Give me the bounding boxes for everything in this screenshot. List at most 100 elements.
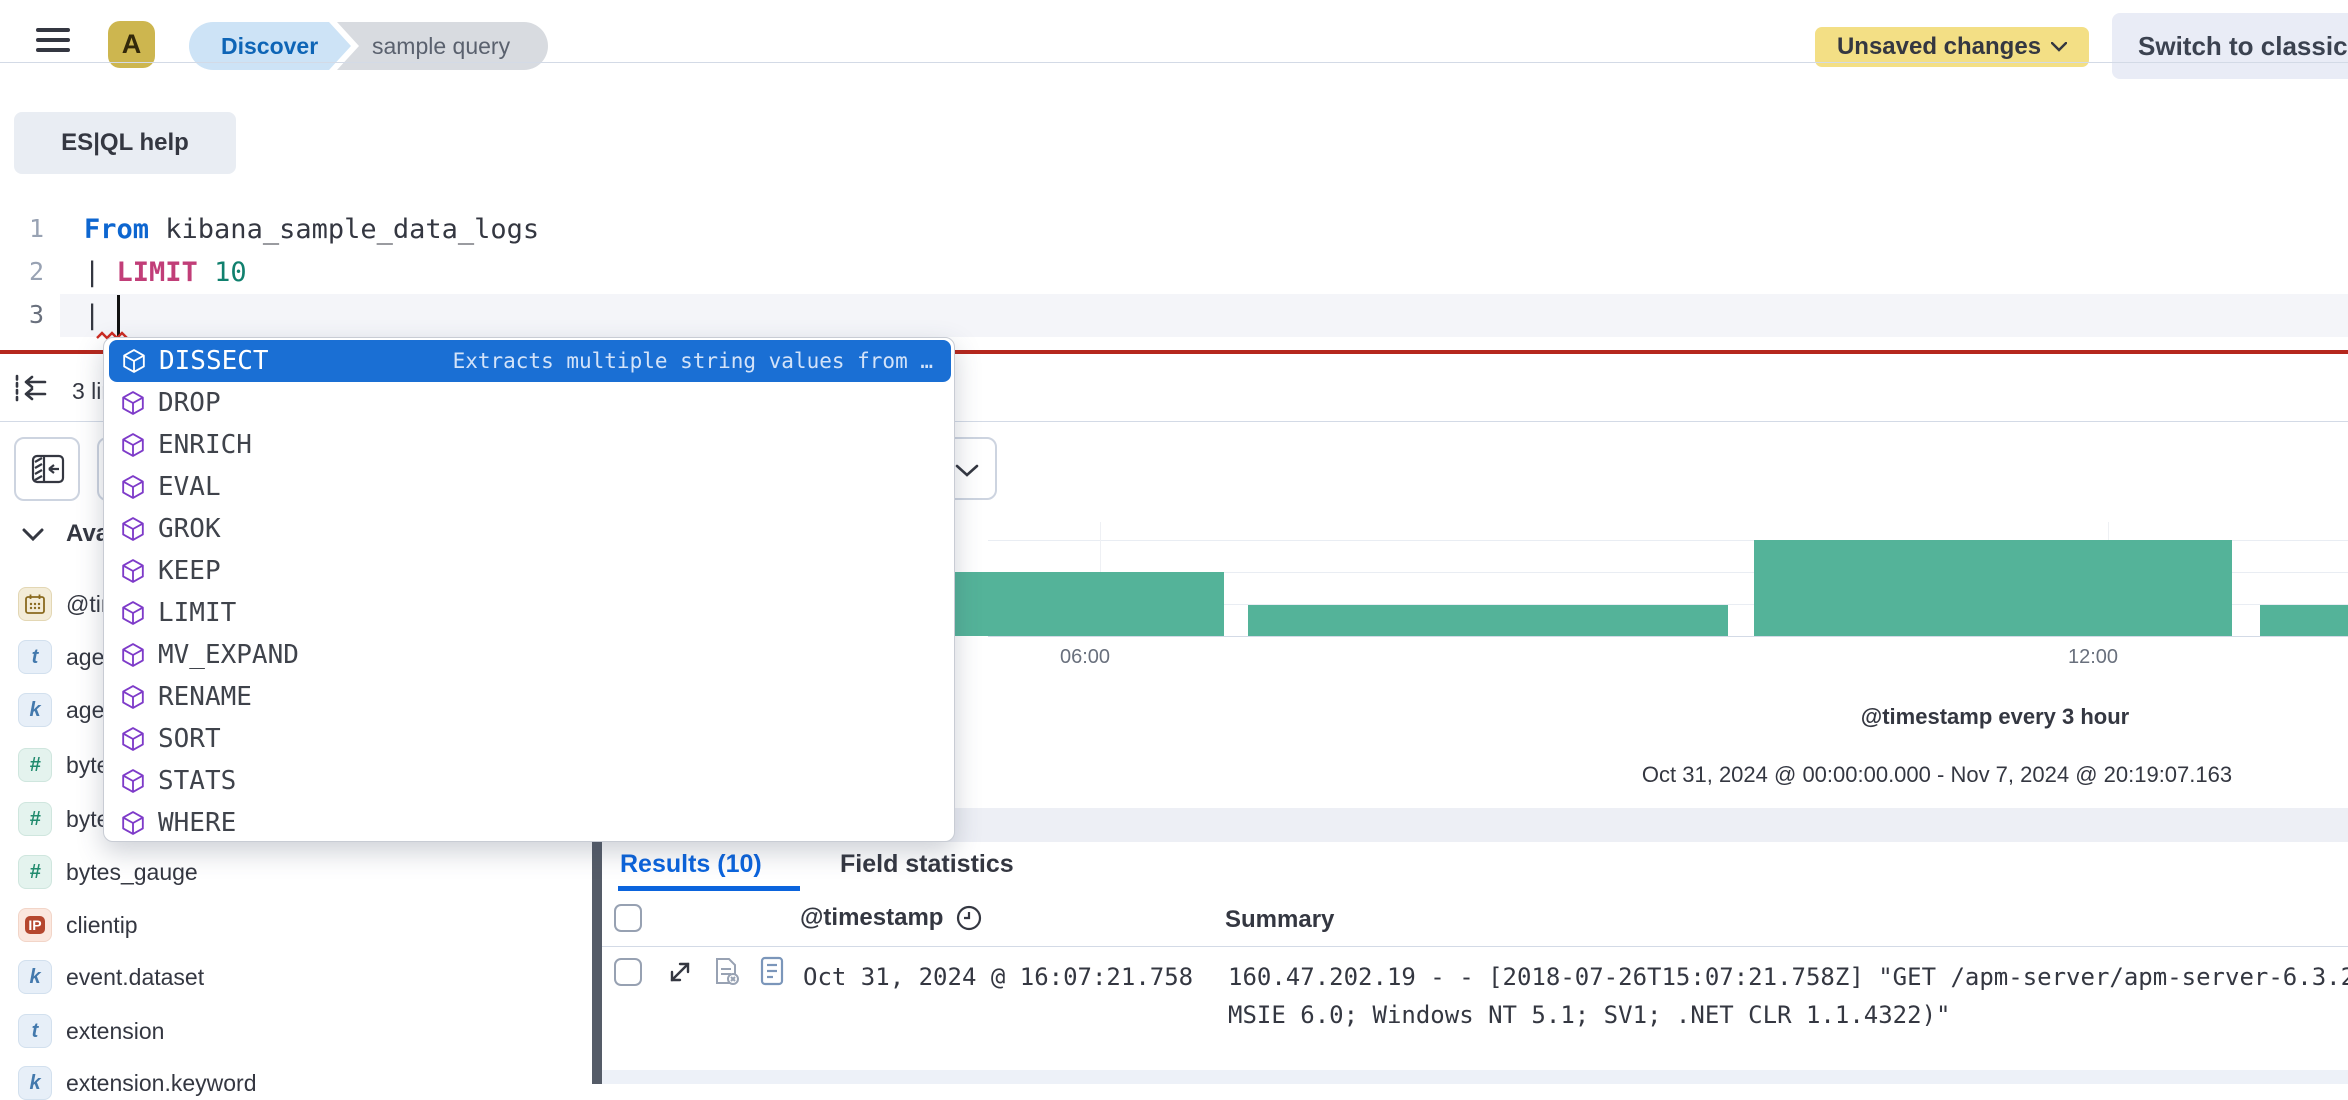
collapse-sidebar-button[interactable] xyxy=(14,437,80,501)
cell-summary-line1: 160.47.202.19 - - [2018-07-26T15:07:21.7… xyxy=(1228,963,2348,991)
x-tick-label: 12:00 xyxy=(2068,646,2119,668)
suggest-item-eval[interactable]: EVAL xyxy=(108,466,952,508)
suggest-item-label: STATS xyxy=(158,766,237,796)
x-axis-line xyxy=(988,636,2348,637)
command-cube-icon xyxy=(123,349,145,373)
unsaved-changes-badge[interactable]: Unsaved changes xyxy=(1815,27,2089,67)
current-line-highlight xyxy=(60,294,2348,337)
suggest-item-label: ENRICH xyxy=(158,430,252,460)
suggest-item-limit[interactable]: LIMIT xyxy=(108,592,952,634)
editor-error-bar xyxy=(0,350,2348,354)
histogram-bar[interactable] xyxy=(1754,540,2232,636)
suggest-item-mv_expand[interactable]: MV_EXPAND xyxy=(108,634,952,676)
suggest-item-label: GROK xyxy=(158,514,221,544)
gridline xyxy=(988,572,2348,573)
tab-results[interactable]: Results (10) xyxy=(620,850,762,878)
histogram-bar[interactable] xyxy=(1248,605,1728,636)
cell-timestamp: Oct 31, 2024 @ 16:07:21.758 xyxy=(803,963,1194,991)
topbar-divider xyxy=(0,62,2348,63)
field-type-number-icon: # xyxy=(18,802,52,836)
command-cube-icon xyxy=(122,433,144,457)
command-cube-icon xyxy=(122,559,144,583)
chart-time-range: Oct 31, 2024 @ 00:00:00.000 - Nov 7, 202… xyxy=(1641,762,2233,787)
results-panel: Results (10) Field statistics @timestamp… xyxy=(602,842,2348,1084)
suggest-item-enrich[interactable]: ENRICH xyxy=(108,424,952,466)
suggest-item-grok[interactable]: GROK xyxy=(108,508,952,550)
collapse-panel-icon xyxy=(31,454,65,484)
tab-results-underline xyxy=(618,886,800,891)
suggest-item-keep[interactable]: KEEP xyxy=(108,550,952,592)
field-type-keyword-icon: k xyxy=(18,693,52,727)
line-number: 1 xyxy=(28,214,44,243)
suggest-item-where[interactable]: WHERE xyxy=(108,802,952,841)
error-squiggle xyxy=(96,331,128,340)
field-type-keyword-icon: k xyxy=(18,1066,52,1100)
wrap-lines-icon[interactable] xyxy=(14,374,48,402)
histogram-bar[interactable] xyxy=(2260,605,2348,636)
gridline xyxy=(988,540,2348,541)
switch-to-classic-button[interactable]: Switch to classic xyxy=(2112,13,2348,79)
line-number: 2 xyxy=(28,257,44,286)
footer-divider xyxy=(0,421,2348,422)
command-cube-icon xyxy=(122,685,144,709)
column-header-timestamp[interactable]: @timestamp xyxy=(800,904,983,932)
field-name: bytes_gauge xyxy=(66,858,198,885)
field-type-text-icon: t xyxy=(18,1014,52,1048)
line-number: 3 xyxy=(28,300,44,329)
field-type-date-icon xyxy=(18,587,52,621)
view-document-icon[interactable] xyxy=(758,956,786,986)
field-item-clientip[interactable]: IP clientip xyxy=(18,908,138,942)
suggest-item-rename[interactable]: RENAME xyxy=(108,676,952,718)
x-tick-label: 06:00 xyxy=(1060,646,1111,668)
field-name: event.dataset xyxy=(66,963,205,990)
field-item-bytes_gauge[interactable]: # bytes_gauge xyxy=(18,855,198,889)
suggest-item-drop[interactable]: DROP xyxy=(108,382,952,424)
chevron-down-icon xyxy=(22,528,44,541)
unsaved-changes-label: Unsaved changes xyxy=(1836,33,2042,60)
chevron-down-icon xyxy=(2051,42,2068,52)
command-cube-icon xyxy=(122,475,144,499)
editor-line-2: 2 | LIMIT 10 xyxy=(14,257,247,288)
field-type-text-icon: t xyxy=(18,640,52,674)
command-cube-icon xyxy=(122,643,144,667)
clock-icon xyxy=(957,905,982,931)
field-type-keyword-icon: k xyxy=(18,960,52,994)
field-item-event.dataset[interactable]: k event.dataset xyxy=(18,960,204,994)
suggest-item-label: DROP xyxy=(158,388,221,418)
suggest-item-label: KEEP xyxy=(158,556,221,586)
suggest-item-label: LIMIT xyxy=(158,598,237,628)
next-row-stripe xyxy=(602,1070,2348,1084)
suggest-item-label: MV_EXPAND xyxy=(158,640,299,670)
suggest-item-sort[interactable]: SORT xyxy=(108,718,952,760)
header-bottom-border xyxy=(602,946,2348,947)
command-cube-icon xyxy=(122,391,144,415)
chevron-down-icon xyxy=(955,464,979,477)
suggest-item-label: RENAME xyxy=(158,682,252,712)
top-bar: A sample query Discover Unsaved changes … xyxy=(0,0,2348,79)
command-cube-icon xyxy=(122,727,144,751)
command-cube-icon xyxy=(122,769,144,793)
field-item-extension[interactable]: t extension xyxy=(18,1014,164,1048)
menu-button[interactable] xyxy=(36,22,70,58)
tab-field-statistics[interactable]: Field statistics xyxy=(840,850,1014,878)
suggest-item-label: DISSECT xyxy=(159,346,269,376)
editor-line-1: 1 From kibana_sample_data_logs xyxy=(14,214,539,245)
degraded-doc-icon[interactable] xyxy=(712,956,740,986)
suggest-item-label: EVAL xyxy=(158,472,221,502)
row-checkbox[interactable] xyxy=(614,958,642,986)
space-avatar[interactable]: A xyxy=(108,21,155,68)
esql-help-button[interactable]: ES|QL help xyxy=(14,112,236,174)
chart-title: @timestamp every 3 hour xyxy=(1860,704,2130,729)
suggest-item-dissect[interactable]: DISSECT Extracts multiple string values f… xyxy=(109,340,951,382)
esql-editor[interactable]: 1 From kibana_sample_data_logs 2 | LIMIT… xyxy=(0,205,2348,352)
field-item-extension.keyword[interactable]: k extension.keyword xyxy=(18,1066,257,1100)
suggest-item-label: SORT xyxy=(158,724,221,754)
suggest-item-stats[interactable]: STATS xyxy=(108,760,952,802)
expand-row-icon[interactable] xyxy=(666,958,694,986)
command-cube-icon xyxy=(122,517,144,541)
select-all-checkbox[interactable] xyxy=(614,904,642,932)
command-cube-icon xyxy=(122,601,144,625)
editor-line-3: 3 | xyxy=(14,300,100,331)
column-header-summary[interactable]: Summary xyxy=(1225,906,1335,933)
field-name: extension xyxy=(66,1017,165,1044)
